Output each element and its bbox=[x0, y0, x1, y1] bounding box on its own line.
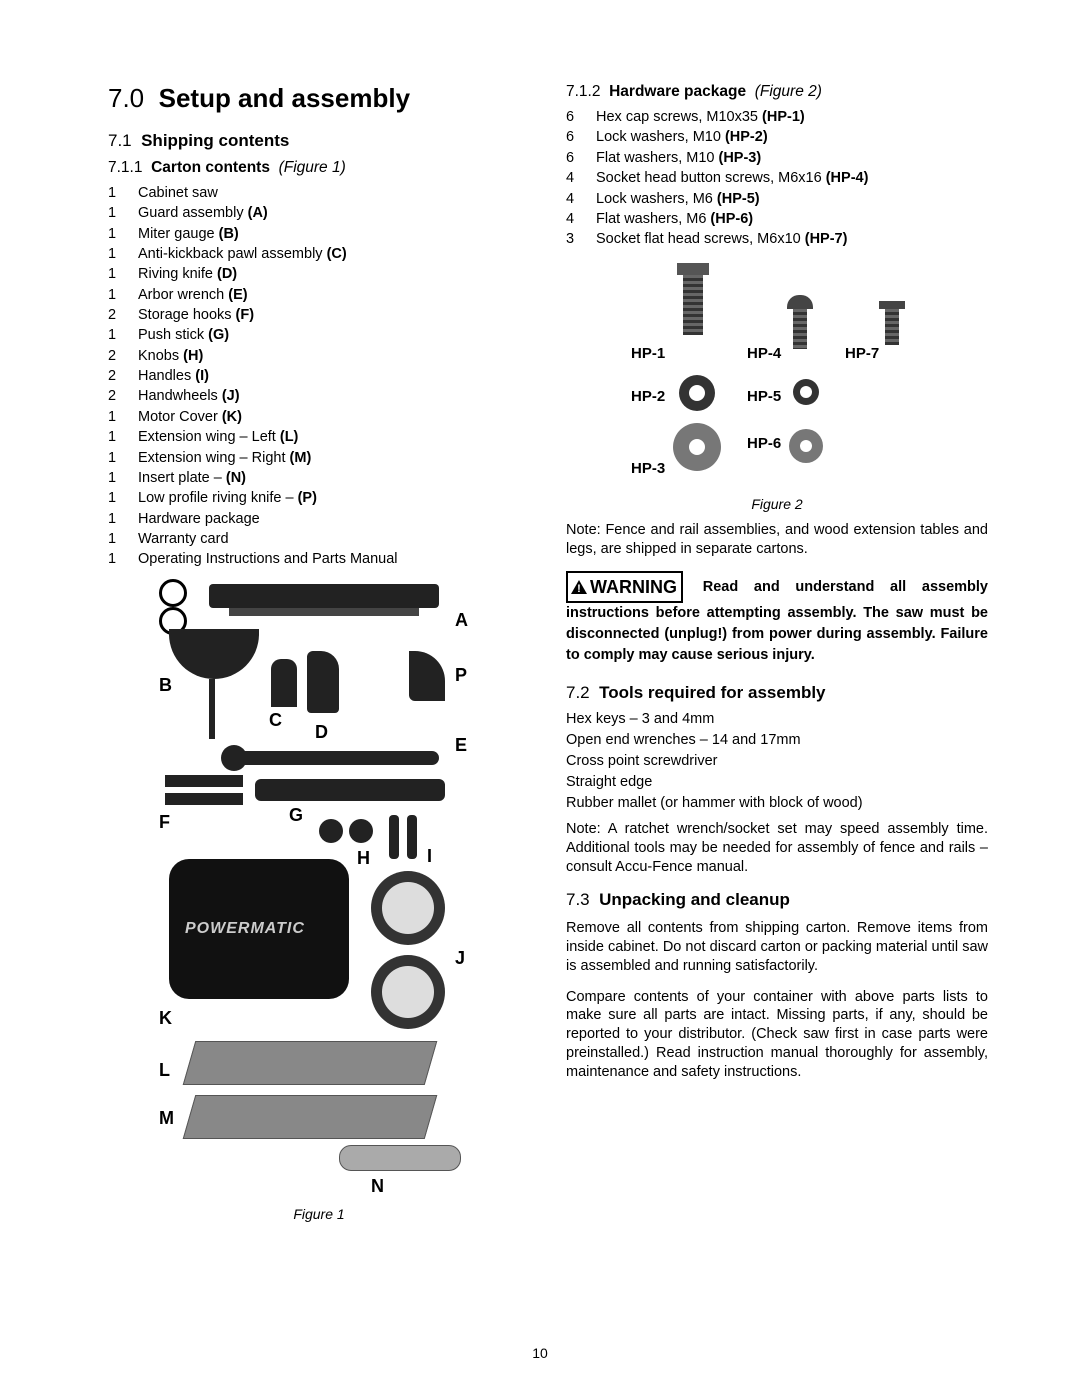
list-item: 2Knobs (H) bbox=[108, 347, 530, 366]
list-item: 1Extension wing – Right (M) bbox=[108, 449, 530, 468]
section-title-7-1-1: 7.1.1 Carton contents (Figure 1) bbox=[108, 158, 530, 178]
figure-1-caption: Figure 1 bbox=[108, 1205, 530, 1223]
list-item: 4Socket head button screws, M6x16 (HP-4) bbox=[566, 169, 988, 188]
list-item: 1Guard assembly (A) bbox=[108, 204, 530, 223]
list-item: 3Socket flat head screws, M6x10 (HP-7) bbox=[566, 230, 988, 249]
warning-icon: ! bbox=[570, 579, 588, 595]
section-title-7-1: 7.1 Shipping contents bbox=[108, 130, 530, 152]
list-item: 1Push stick (G) bbox=[108, 326, 530, 345]
list-item: Straight edge bbox=[566, 773, 988, 792]
section-title-7-2: 7.2 Tools required for assembly bbox=[566, 682, 988, 704]
list-item: Hex keys – 3 and 4mm bbox=[566, 710, 988, 729]
list-item: 1Miter gauge (B) bbox=[108, 225, 530, 244]
svg-text:!: ! bbox=[577, 583, 581, 595]
figure-2: HP-1 HP-4 HP-7 HP-2 HP-5 bbox=[617, 259, 937, 489]
hardware-list: 6Hex cap screws, M10x35 (HP-1)6Lock wash… bbox=[566, 108, 988, 249]
list-item: 1Motor Cover (K) bbox=[108, 408, 530, 427]
list-item: 1Hardware package bbox=[108, 510, 530, 529]
list-item: 1Cabinet saw bbox=[108, 184, 530, 203]
left-column: 7.0 Setup and assembly 7.1 Shipping cont… bbox=[108, 82, 530, 1231]
list-item: 1Warranty card bbox=[108, 530, 530, 549]
warning-label-box: !WARNING bbox=[566, 571, 683, 603]
carton-contents-list: 1Cabinet saw1Guard assembly (A) 1Miter ga… bbox=[108, 184, 530, 569]
unpacking-para-1: Remove all contents from shipping carton… bbox=[566, 919, 988, 976]
page-number: 10 bbox=[0, 1344, 1080, 1362]
section-title-7-0: 7.0 Setup and assembly bbox=[108, 82, 530, 116]
list-item: Open end wrenches – 14 and 17mm bbox=[566, 731, 988, 750]
list-item: 1Insert plate – (N) bbox=[108, 469, 530, 488]
list-item: 4Lock washers, M6 (HP-5) bbox=[566, 190, 988, 209]
list-item: 2Storage hooks (F) bbox=[108, 306, 530, 325]
figure-1: A B C D P E bbox=[159, 579, 479, 1199]
right-column: 7.1.2 Hardware package (Figure 2) 6Hex c… bbox=[566, 82, 988, 1231]
note-ratchet: Note: A ratchet wrench/socket set may sp… bbox=[566, 820, 988, 877]
list-item: 1Anti-kickback pawl assembly (C) bbox=[108, 245, 530, 264]
list-item: 1Extension wing – Left (L) bbox=[108, 428, 530, 447]
list-item: 1Operating Instructions and Parts Manual bbox=[108, 550, 530, 569]
list-item: 2Handles (I) bbox=[108, 367, 530, 386]
list-item: 6Lock washers, M10 (HP-2) bbox=[566, 128, 988, 147]
figure-2-caption: Figure 2 bbox=[566, 495, 988, 513]
list-item: 4Flat washers, M6 (HP-6) bbox=[566, 210, 988, 229]
list-item: 1Arbor wrench (E) bbox=[108, 286, 530, 305]
note-fence-rail: Note: Fence and rail assemblies, and woo… bbox=[566, 521, 988, 559]
manual-page: 7.0 Setup and assembly 7.1 Shipping cont… bbox=[0, 0, 1080, 1397]
list-item: 1Riving knife (D) bbox=[108, 265, 530, 284]
list-item: 2Handwheels (J) bbox=[108, 387, 530, 406]
tools-list: Hex keys – 3 and 4mm Open end wrenches – … bbox=[566, 710, 988, 812]
list-item: 6Hex cap screws, M10x35 (HP-1) bbox=[566, 108, 988, 127]
list-item: 6Flat washers, M10 (HP-3) bbox=[566, 149, 988, 168]
section-title-7-3: 7.3 Unpacking and cleanup bbox=[566, 889, 988, 911]
list-item: 1Low profile riving knife – (P) bbox=[108, 489, 530, 508]
list-item: Cross point screwdriver bbox=[566, 752, 988, 771]
warning-paragraph: !WARNING Read and understand all assembl… bbox=[566, 571, 988, 666]
section-title-7-1-2: 7.1.2 Hardware package (Figure 2) bbox=[566, 82, 988, 102]
unpacking-para-2: Compare contents of your container with … bbox=[566, 988, 988, 1082]
list-item: Rubber mallet (or hammer with block of w… bbox=[566, 794, 988, 813]
brand-logo: POWERMATIC bbox=[185, 919, 305, 940]
